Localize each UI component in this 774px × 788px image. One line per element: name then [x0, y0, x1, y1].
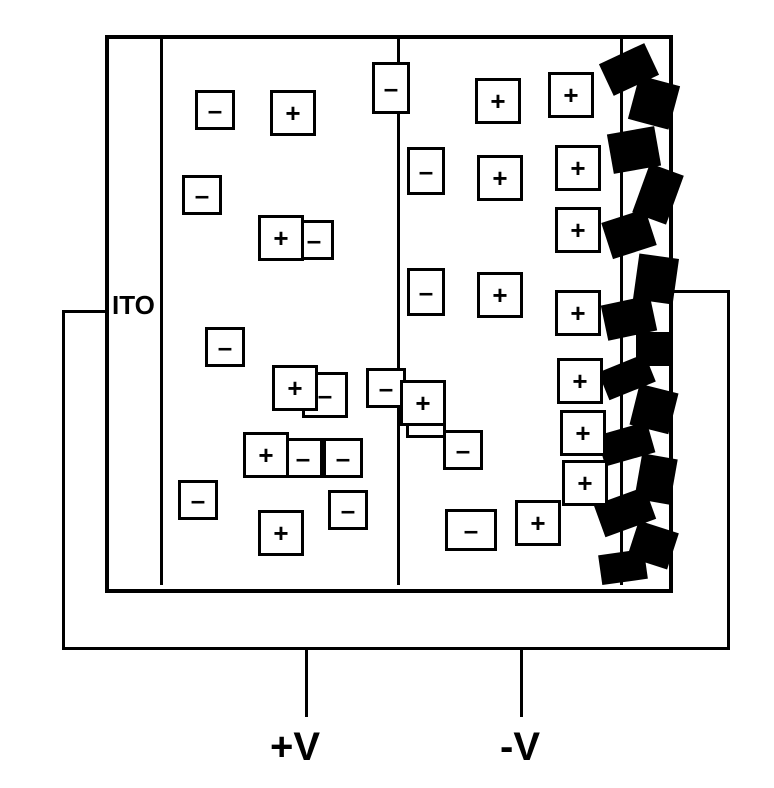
wire-left_drop	[62, 310, 65, 650]
separator-0	[160, 35, 163, 585]
plus-ion-0: +	[270, 90, 316, 136]
minus-ion-11: –	[407, 268, 445, 316]
minus-ion-7: –	[178, 480, 218, 520]
wire-right_up	[727, 290, 730, 650]
wire-bottom_h	[62, 647, 730, 650]
plus-ion-1: +	[258, 215, 304, 261]
plus-ion-13: +	[557, 358, 603, 404]
plus-ion-12: +	[555, 290, 601, 336]
wire-tap_plus	[305, 647, 308, 717]
minus-ion-3: –	[205, 327, 245, 367]
minus-ion-5: –	[283, 438, 323, 478]
minus-ion-0: –	[195, 90, 235, 130]
plus-ion-6: +	[475, 78, 521, 124]
plus-ion-2: +	[272, 365, 318, 411]
minus-ion-8: –	[328, 490, 368, 530]
plus-ion-4: +	[258, 510, 304, 556]
plus-ion-8: +	[477, 155, 523, 201]
plus-ion-9: +	[555, 145, 601, 191]
diagram-stage: ITO+V-V––––––––––––––––+++++++++++++++++	[0, 0, 774, 788]
wire-right_to_cell	[665, 290, 730, 293]
plus-ion-16: +	[515, 500, 561, 546]
separator-1	[397, 35, 400, 585]
plus-ion-11: +	[477, 272, 523, 318]
wire-tap_minus	[520, 647, 523, 717]
plus-ion-14: +	[560, 410, 606, 456]
minus-ion-15: –	[445, 509, 497, 551]
minus-ion-14: –	[443, 430, 483, 470]
minus-ion-9: –	[372, 62, 410, 114]
ito-label: ITO	[112, 290, 155, 321]
plus-ion-5: +	[400, 380, 446, 426]
minus-ion-6: –	[323, 438, 363, 478]
label-plus-v: +V	[270, 725, 320, 770]
plus-ion-15: +	[562, 460, 608, 506]
black-chunk-14	[598, 549, 648, 585]
plus-ion-3: +	[243, 432, 289, 478]
wire-left_to_ito	[62, 310, 107, 313]
minus-ion-10: –	[407, 147, 445, 195]
label-minus-v: -V	[500, 725, 540, 770]
minus-ion-1: –	[182, 175, 222, 215]
plus-ion-10: +	[555, 207, 601, 253]
plus-ion-7: +	[548, 72, 594, 118]
